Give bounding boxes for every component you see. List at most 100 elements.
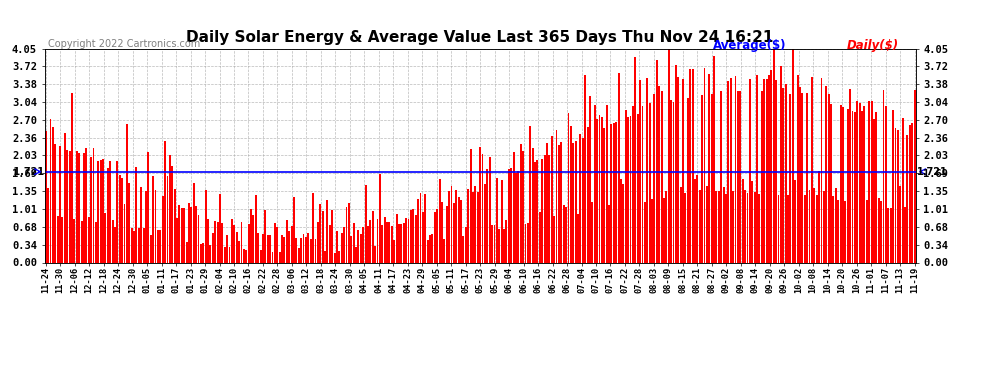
Bar: [281, 235, 283, 262]
Bar: [474, 186, 476, 262]
Bar: [234, 225, 236, 262]
Bar: [472, 192, 474, 262]
Bar: [826, 86, 828, 262]
Bar: [183, 208, 185, 262]
Bar: [212, 233, 214, 262]
Bar: [706, 186, 708, 262]
Bar: [248, 224, 249, 262]
Bar: [59, 147, 61, 262]
Bar: [222, 224, 224, 262]
Bar: [257, 233, 259, 262]
Bar: [579, 134, 581, 262]
Text: Daily($): Daily($): [846, 39, 899, 53]
Bar: [73, 219, 75, 262]
Bar: [264, 210, 266, 262]
Bar: [341, 232, 343, 262]
Bar: [136, 167, 138, 262]
Bar: [496, 178, 498, 262]
Bar: [398, 224, 400, 262]
Bar: [295, 238, 297, 262]
Bar: [119, 175, 121, 262]
Bar: [550, 136, 552, 262]
Bar: [494, 225, 495, 262]
Bar: [587, 127, 588, 262]
Bar: [453, 203, 454, 262]
Bar: [465, 227, 466, 262]
Bar: [286, 220, 288, 262]
Title: Daily Solar Energy & Average Value Last 365 Days Thu Nov 24 16:21: Daily Solar Energy & Average Value Last …: [186, 30, 774, 45]
Bar: [854, 112, 855, 262]
Bar: [542, 159, 544, 262]
Bar: [298, 248, 300, 262]
Bar: [704, 68, 706, 262]
Bar: [114, 227, 116, 262]
Bar: [157, 230, 158, 262]
Bar: [733, 191, 735, 262]
Bar: [878, 198, 880, 262]
Bar: [875, 112, 877, 262]
Bar: [126, 124, 128, 262]
Bar: [740, 91, 742, 262]
Bar: [744, 190, 746, 262]
Bar: [432, 234, 434, 262]
Bar: [601, 117, 603, 262]
Bar: [381, 225, 383, 262]
Bar: [642, 106, 644, 262]
Bar: [914, 90, 916, 262]
Bar: [90, 157, 92, 262]
Bar: [346, 207, 347, 262]
Bar: [777, 195, 779, 262]
Bar: [851, 111, 853, 262]
Bar: [107, 168, 109, 262]
Bar: [816, 195, 818, 262]
Bar: [909, 125, 911, 262]
Bar: [821, 78, 823, 262]
Bar: [347, 202, 349, 262]
Bar: [109, 160, 111, 262]
Bar: [352, 223, 354, 262]
Bar: [539, 212, 541, 262]
Bar: [408, 219, 410, 262]
Bar: [716, 191, 718, 262]
Bar: [479, 147, 481, 262]
Bar: [450, 186, 452, 262]
Bar: [658, 86, 660, 262]
Bar: [890, 207, 892, 262]
Bar: [811, 77, 813, 262]
Bar: [768, 75, 770, 262]
Bar: [527, 223, 529, 262]
Bar: [518, 171, 520, 262]
Bar: [694, 179, 696, 262]
Bar: [911, 123, 913, 262]
Bar: [403, 224, 405, 262]
Bar: [708, 74, 710, 262]
Bar: [833, 196, 835, 262]
Bar: [546, 143, 547, 262]
Bar: [241, 222, 243, 262]
Bar: [746, 193, 748, 262]
Bar: [544, 154, 545, 262]
Bar: [730, 78, 732, 262]
Bar: [262, 234, 264, 262]
Bar: [434, 212, 436, 262]
Bar: [68, 151, 70, 262]
Bar: [283, 237, 285, 262]
Bar: [102, 159, 104, 262]
Bar: [503, 229, 505, 262]
Bar: [830, 104, 832, 262]
Bar: [515, 173, 517, 262]
Bar: [562, 205, 564, 262]
Bar: [680, 187, 681, 262]
Bar: [420, 193, 422, 262]
Bar: [489, 158, 491, 262]
Bar: [386, 222, 388, 262]
Bar: [799, 87, 801, 262]
Bar: [802, 93, 803, 262]
Bar: [902, 118, 904, 262]
Bar: [429, 234, 431, 262]
Bar: [577, 214, 579, 262]
Bar: [882, 90, 884, 262]
Bar: [355, 247, 357, 262]
Bar: [548, 155, 550, 262]
Bar: [444, 239, 446, 262]
